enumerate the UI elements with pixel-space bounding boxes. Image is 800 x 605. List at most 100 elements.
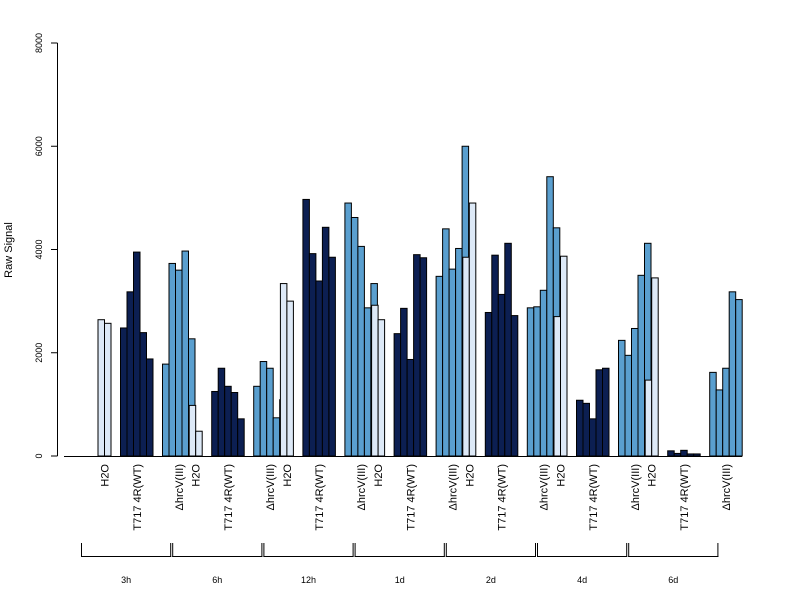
timepoint-label: 12h xyxy=(301,575,316,585)
bar xyxy=(582,402,590,457)
timepoint-label: 3h xyxy=(121,575,131,585)
bar xyxy=(253,385,261,457)
x-tick-label: T717 4R(WT) xyxy=(314,464,326,531)
bar xyxy=(462,256,470,457)
x-tick-label: ΔhrcV(III) xyxy=(721,464,733,510)
bar xyxy=(259,361,268,457)
bar xyxy=(97,319,105,457)
x-tick-label: H2O xyxy=(556,464,568,487)
bar xyxy=(211,390,219,457)
x-tick-label: T717 4R(WT) xyxy=(132,464,144,531)
bar xyxy=(468,202,477,457)
bar xyxy=(350,216,359,457)
y-axis-ticks: 0 2000 4000 6000 8000 xyxy=(34,33,58,459)
y-tick-label: 4000 xyxy=(34,239,44,259)
bar xyxy=(504,242,512,457)
y-tick-label: 2000 xyxy=(34,343,44,363)
bar xyxy=(302,198,310,457)
bar xyxy=(553,316,561,457)
bar xyxy=(406,358,415,457)
bar xyxy=(624,354,632,457)
bar xyxy=(133,251,141,457)
bar xyxy=(377,319,386,457)
bar xyxy=(602,367,610,457)
bar xyxy=(680,449,688,457)
x-tick-label: ΔhrcV(III) xyxy=(447,464,459,510)
x-tick-label: H2O xyxy=(191,464,203,487)
bar xyxy=(589,418,597,457)
bar xyxy=(286,300,294,457)
x-tick-label: ΔhrcV(III) xyxy=(265,464,277,510)
bar xyxy=(735,299,743,457)
timepoint-label: 6h xyxy=(212,575,222,585)
bar xyxy=(126,291,134,457)
x-tick-labels: H2O T717 4R(WT) ΔhrcV(III) H2O T717 4R(WT) Δh… xyxy=(100,464,733,531)
bar xyxy=(344,202,352,457)
x-tick-label: H2O xyxy=(282,464,294,487)
x-tick-label: H2O xyxy=(373,464,385,487)
y-axis-label: Raw Signal xyxy=(3,222,15,278)
x-tick-label: T717 4R(WT) xyxy=(497,464,509,531)
bar xyxy=(435,275,444,457)
y-tick-label: 6000 xyxy=(34,136,44,156)
bar xyxy=(667,450,675,457)
bar xyxy=(673,452,682,457)
bar-series xyxy=(97,145,743,457)
bar xyxy=(308,253,317,457)
x-tick-label: H2O xyxy=(647,464,659,487)
bar xyxy=(686,453,695,457)
bar xyxy=(237,418,245,457)
x-tick-label: ΔhrcV(III) xyxy=(174,464,186,510)
bar xyxy=(413,254,421,457)
x-tick-label: ΔhrcV(III) xyxy=(539,464,551,510)
bar xyxy=(168,262,176,457)
bar xyxy=(188,404,197,457)
x-tick-label: T717 4R(WT) xyxy=(588,464,600,531)
bar xyxy=(455,247,463,457)
bar xyxy=(448,268,457,457)
timepoint-label: 2d xyxy=(486,575,496,585)
bar xyxy=(484,311,493,457)
x-tick-label: ΔhrcV(III) xyxy=(356,464,368,510)
timepoint-groups: 3h 6h 12h 1d 2d 4d 6d xyxy=(81,543,719,585)
bar xyxy=(393,333,402,457)
bar xyxy=(266,367,274,457)
x-tick-label: H2O xyxy=(464,464,476,487)
x-tick-label: T717 4R(WT) xyxy=(405,464,417,531)
bar xyxy=(217,367,226,457)
bar xyxy=(328,256,336,457)
timepoint-label: 1d xyxy=(395,575,405,585)
bar xyxy=(644,379,653,457)
x-tick-label: H2O xyxy=(100,464,112,487)
bar xyxy=(497,293,506,457)
bar xyxy=(693,453,701,457)
y-tick-label: 8000 xyxy=(34,33,44,53)
bar xyxy=(510,315,519,457)
bar xyxy=(230,392,239,457)
bar xyxy=(175,269,183,457)
bar xyxy=(363,307,372,457)
bar xyxy=(637,274,645,457)
bar xyxy=(442,228,450,457)
bar xyxy=(715,389,724,457)
x-tick-label: ΔhrcV(III) xyxy=(630,464,642,510)
bar xyxy=(195,430,203,457)
bar xyxy=(546,176,554,457)
bar xyxy=(722,367,730,457)
bar xyxy=(279,283,288,457)
bar xyxy=(595,369,603,457)
bar xyxy=(618,339,626,457)
bar xyxy=(357,245,365,457)
bar xyxy=(104,322,112,457)
bar xyxy=(526,307,535,457)
bar xyxy=(315,280,323,457)
bar xyxy=(419,257,428,457)
x-tick-label: T717 4R(WT) xyxy=(679,464,691,531)
bar xyxy=(576,399,584,457)
bar xyxy=(533,306,541,457)
bar xyxy=(371,304,379,457)
x-tick-label: T717 4R(WT) xyxy=(223,464,235,531)
bar xyxy=(560,255,568,457)
